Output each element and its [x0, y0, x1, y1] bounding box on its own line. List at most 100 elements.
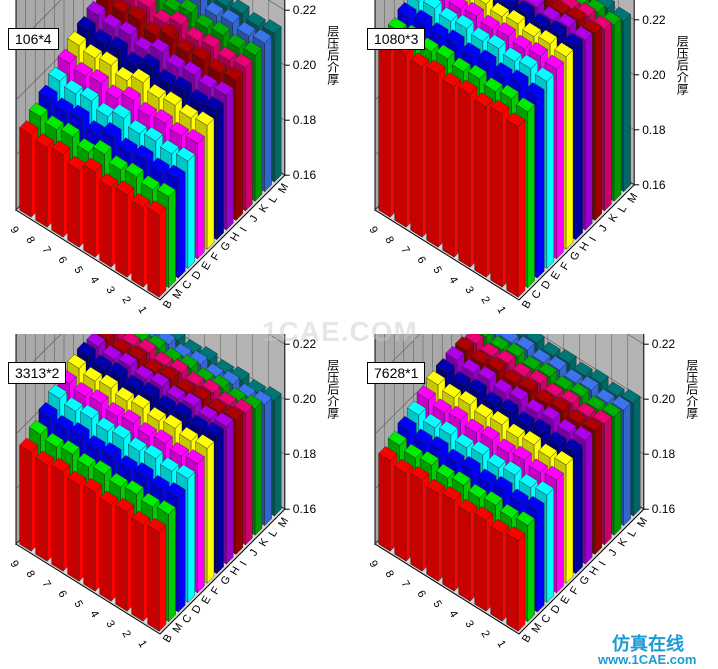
- column-label: H: [228, 565, 242, 578]
- chart-panel-1080x3: 0.160.180.200.220.24层压后介厚123456789BCDEFG…: [359, 0, 718, 334]
- bar: [442, 72, 462, 258]
- bar-face-top: [413, 428, 433, 444]
- bar: [19, 120, 39, 218]
- bar-face-top: [407, 400, 427, 416]
- bar-face-top: [439, 420, 459, 436]
- bar: [131, 510, 151, 622]
- bar-face-top: [19, 437, 39, 453]
- bar: [51, 457, 71, 572]
- column-label: H: [578, 240, 592, 253]
- row-label: 3: [462, 619, 475, 630]
- bar: [115, 180, 135, 278]
- bar-face-top: [108, 36, 128, 51]
- column-label: C: [180, 279, 194, 292]
- bar-face-top: [54, 97, 74, 113]
- bar-face-front: [565, 457, 574, 584]
- row-label: 6: [414, 255, 427, 266]
- bar-face-top: [44, 432, 64, 448]
- bar-face-top: [445, 448, 465, 464]
- chart-7628x1: 0.160.180.200.220.24层压后介厚123456789BMCDEF…: [366, 334, 699, 650]
- z-tick-label: 0.22: [293, 337, 317, 351]
- bar-face-top: [503, 369, 523, 384]
- row-label: 6: [414, 589, 427, 600]
- bar-face-top: [176, 146, 196, 162]
- bar: [99, 490, 119, 602]
- bar-face-top: [76, 16, 96, 31]
- bar-face-top: [525, 82, 545, 97]
- bar-face-top: [522, 355, 542, 371]
- bar-face-top: [605, 381, 625, 397]
- bar-face-top: [563, 368, 583, 384]
- bar-face-top: [579, 375, 599, 391]
- bar-face-top: [477, 468, 497, 484]
- bar-face-top: [551, 396, 571, 411]
- bar-face-top: [554, 375, 574, 391]
- bar-face-top: [220, 8, 240, 24]
- bar-face-left: [474, 512, 487, 612]
- bar-face-top: [480, 342, 500, 357]
- row-label: 3: [462, 285, 475, 296]
- bar-face-top: [506, 9, 526, 25]
- bar-face-top: [64, 79, 84, 95]
- bar-face-top: [73, 381, 93, 397]
- bar-face-top: [455, 336, 475, 351]
- bar-face-top: [115, 497, 135, 513]
- bar-face-top: [147, 83, 167, 99]
- bar-face-front: [527, 518, 535, 623]
- z-tick-label: 0.18: [642, 123, 666, 137]
- column-label: C: [180, 613, 194, 626]
- bar: [131, 193, 151, 288]
- bar-face-top: [156, 182, 176, 198]
- bar-face-top: [163, 414, 183, 429]
- bar-face-top: [217, 46, 237, 61]
- bar-face-top: [214, 80, 234, 96]
- bar-face-top: [118, 20, 138, 36]
- chart-panel-106x4: 0.160.180.200.220.24层压后介厚123456789BMCDEF…: [0, 0, 359, 334]
- gridline-z: [374, 334, 644, 380]
- bar-face-left: [442, 79, 455, 258]
- bar-face-left: [410, 472, 423, 572]
- column-label: J: [597, 223, 610, 234]
- bar-face-left: [83, 484, 96, 592]
- bar-face-top: [445, 345, 465, 361]
- bar-face-front: [197, 456, 205, 594]
- bar-face-top: [204, 1, 224, 17]
- bar-face-front: [206, 118, 215, 250]
- row-label: 9: [366, 559, 379, 570]
- bar-face-left: [19, 444, 32, 552]
- bar: [115, 497, 135, 612]
- bar-face-front: [216, 103, 224, 241]
- row-label: 2: [478, 629, 491, 640]
- bar-face-left: [506, 119, 519, 298]
- bar-face-top: [557, 348, 577, 364]
- bar-face-left: [51, 464, 64, 572]
- bar-face-top: [204, 96, 224, 111]
- bar-face-front: [594, 423, 603, 555]
- bar-face-top: [519, 54, 539, 69]
- column-label: D: [549, 603, 563, 616]
- column-label: K: [257, 202, 271, 215]
- bar-face-front: [565, 49, 574, 250]
- bar-face-top: [166, 164, 186, 180]
- column-label: H: [587, 565, 601, 578]
- bar-face-top: [185, 449, 205, 464]
- bar-face-top: [160, 365, 180, 380]
- bar-face-top: [201, 378, 221, 394]
- bar-face-front: [168, 507, 176, 623]
- bar: [67, 470, 87, 582]
- bar-face-top: [185, 26, 205, 41]
- column-label: M: [626, 191, 641, 205]
- bar-face-top: [499, 334, 519, 344]
- column-label: E: [549, 270, 563, 282]
- row-label: 4: [446, 609, 459, 620]
- column-label: L: [267, 528, 280, 539]
- bar-face-top: [464, 334, 484, 345]
- bar-face-top: [490, 99, 510, 115]
- bar-face-top: [515, 511, 535, 526]
- row-label: 9: [7, 559, 20, 570]
- bar-face-top: [592, 409, 612, 425]
- bar-face-top: [188, 414, 208, 430]
- bar-face-top: [169, 121, 189, 137]
- bar-face-top: [128, 5, 148, 21]
- bar-face-top: [387, 431, 407, 446]
